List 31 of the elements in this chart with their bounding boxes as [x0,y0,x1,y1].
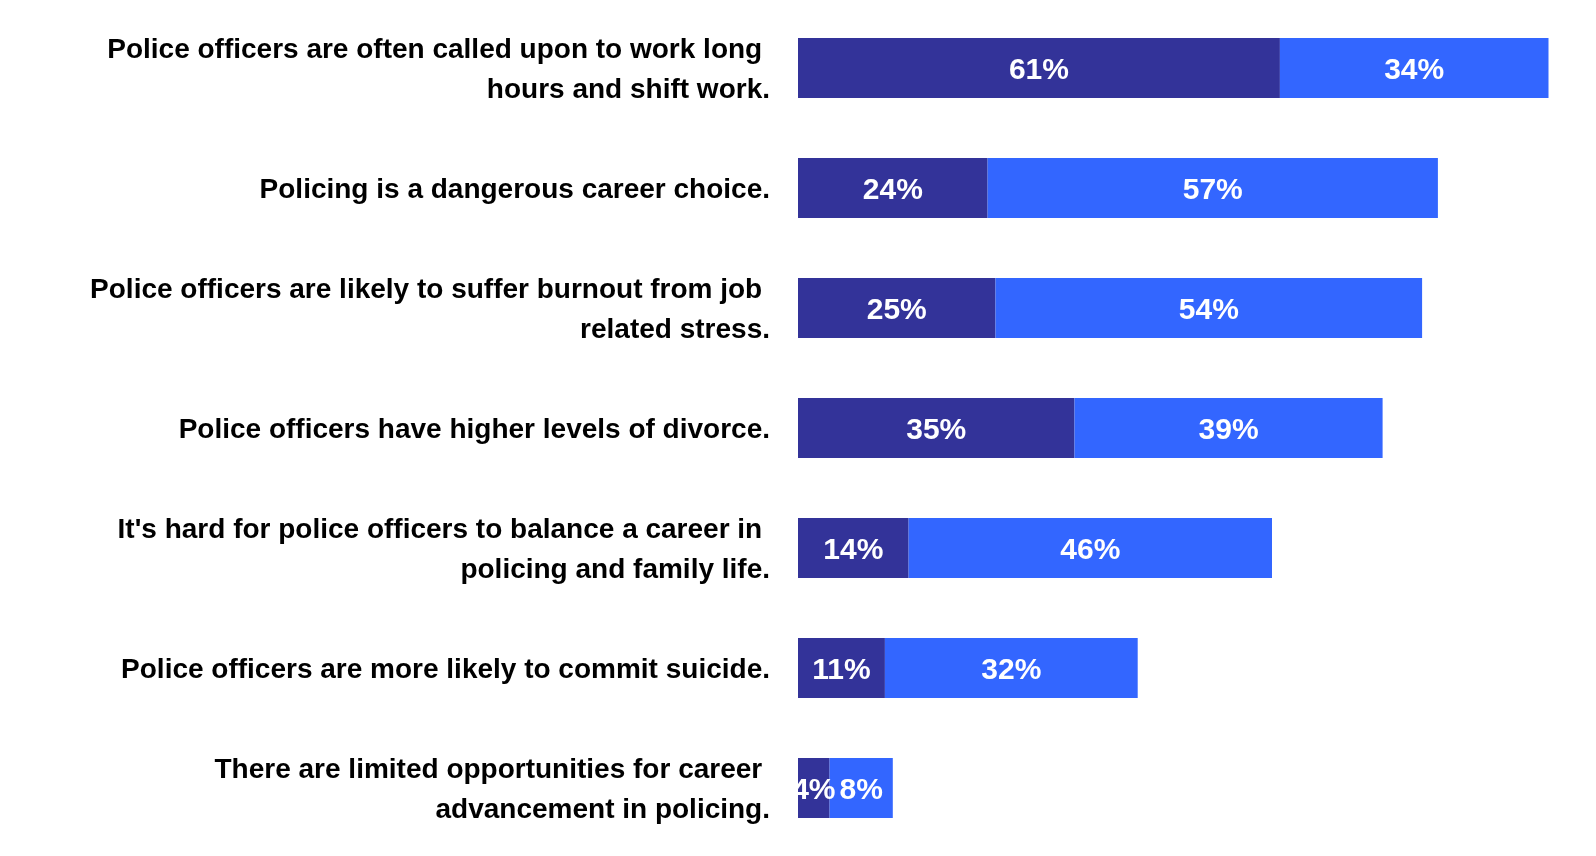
y-tick-label: Police officers are more likely to commit suicide. [121,652,770,684]
bar [908,518,1272,578]
data-label: 11% [812,651,871,685]
bar [798,278,996,338]
y-tick-label: There are limited opportunities for career advancement in policing. [214,752,770,824]
bar [798,158,988,218]
data-label: 34% [1384,51,1445,85]
bar [995,278,1423,338]
bar [798,38,1280,98]
data-label: 46% [1060,531,1121,565]
data-label: 57% [1182,171,1243,205]
data-label: 14% [823,531,884,565]
bar [884,638,1138,698]
data-label: 39% [1198,411,1259,445]
bar [798,518,909,578]
y-tick-label: Policing is a dangerous career choice. [259,172,770,204]
data-label: 35% [906,411,967,445]
data-label: 8% [839,771,883,805]
bar [987,158,1438,218]
y-tick-label: Police officers have higher levels of divorce. [178,412,770,444]
y-tick-label: It's hard for police officers to balance a career in policing and family life. [117,512,770,584]
data-label: 54% [1178,291,1239,325]
bar [1279,38,1549,98]
data-label: 25% [866,291,927,325]
bar [1074,398,1383,458]
data-label: 32% [981,651,1042,685]
bar [798,398,1075,458]
y-tick-label: Police officers are often called upon to work long hours and shift work. [107,32,770,104]
data-label: 24% [862,171,923,205]
data-label: 61% [1008,51,1069,85]
y-tick-label: Police officers are likely to suffer burnout from job related stress. [90,272,770,344]
